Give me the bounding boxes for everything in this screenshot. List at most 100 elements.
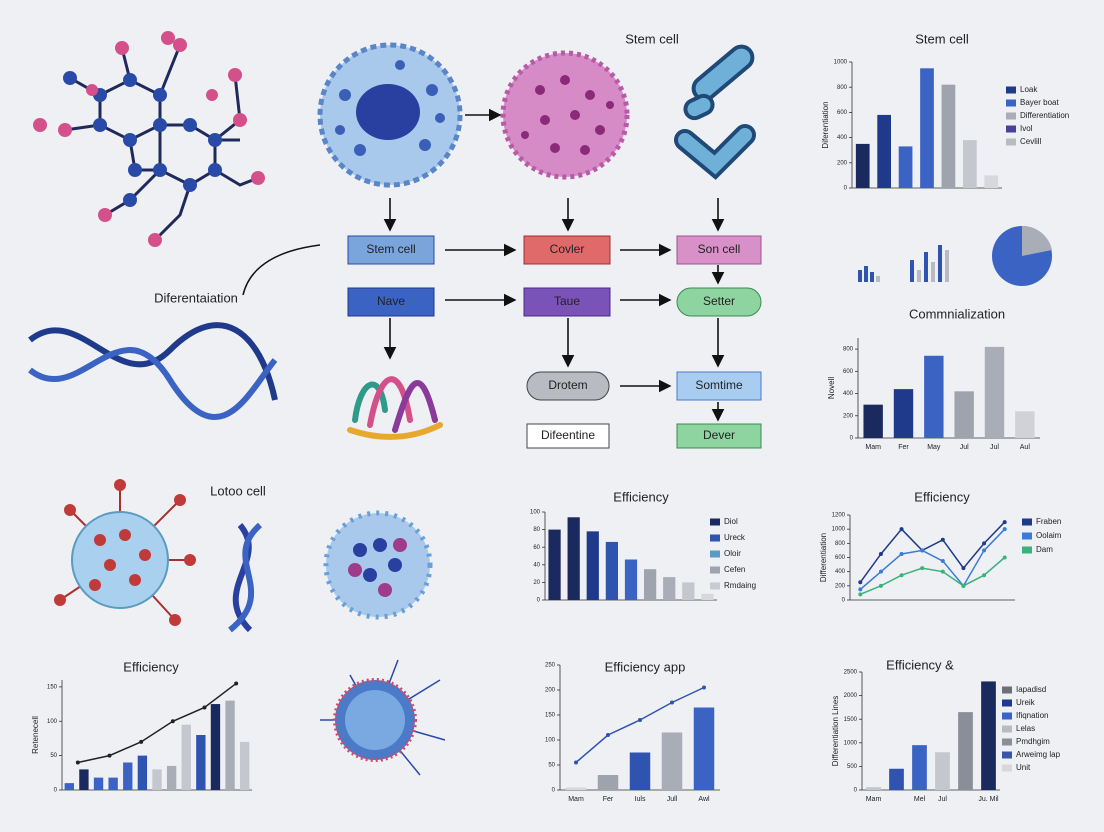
flow-node: [676, 371, 762, 401]
flowchart: Stem cell Covler Son cell Nave Taue Sett…: [347, 108, 762, 449]
y-axis-label: Novell: [827, 377, 836, 399]
bar: [548, 529, 561, 600]
flow-node: [523, 287, 611, 317]
legend-label: Ivol: [1020, 124, 1033, 133]
legend-label: Fraben: [1036, 517, 1061, 526]
y-tick-label: 250: [545, 663, 556, 669]
bar: [701, 593, 714, 600]
y-tick-label: 0: [844, 186, 848, 192]
legend-label: Pmdhgim: [1016, 737, 1050, 746]
node-label: Son cell: [698, 242, 741, 256]
bar: [567, 517, 580, 600]
bar: [240, 741, 250, 790]
y-tick-label: 400: [843, 391, 854, 397]
y-tick-label: 100: [545, 738, 556, 744]
bar: [981, 681, 996, 790]
bar: [863, 404, 883, 438]
y-tick-label: 1000: [832, 527, 846, 533]
flow-node: [347, 287, 435, 317]
line-point: [961, 566, 966, 571]
line-point: [202, 705, 207, 710]
y-tick-label: 0: [54, 788, 58, 794]
line-point: [702, 685, 706, 690]
legend-label: Rmdaing: [724, 581, 756, 590]
bar: [166, 765, 177, 790]
legend-label: Unit: [1016, 763, 1031, 772]
legend-swatch: [1002, 712, 1012, 720]
y-axis-label: Retenecell: [31, 716, 40, 754]
x-tick-label: Iuls: [635, 796, 646, 803]
y-tick-label: 0: [850, 436, 854, 442]
y-tick-label: 1500: [844, 717, 858, 723]
y-tick-label: 200: [837, 160, 848, 166]
chart-title: Efficiency &: [886, 657, 954, 672]
legend-label: Iapadisd: [1016, 685, 1046, 694]
legend-label: Ifiqnation: [1016, 711, 1048, 720]
y-tick-label: 0: [537, 598, 541, 604]
x-tick-label: Fer: [603, 796, 614, 803]
legend-swatch: [1002, 751, 1012, 759]
y-tick-label: 50: [50, 753, 57, 759]
bar: [984, 175, 999, 188]
bar: [924, 355, 944, 438]
bar: [210, 704, 221, 790]
y-tick-label: 600: [837, 110, 848, 116]
line-point: [1002, 520, 1007, 525]
line-point: [574, 760, 578, 765]
x-tick-label: Mam: [568, 796, 584, 803]
legend-swatch: [710, 566, 720, 574]
node-label: Covler: [550, 242, 585, 256]
line-point: [982, 548, 987, 553]
legend-swatch: [710, 550, 720, 558]
bar: [661, 732, 683, 790]
label: Lotoo cell: [210, 483, 266, 498]
line-point: [1002, 527, 1007, 532]
line-point: [940, 569, 945, 574]
bar: [93, 777, 104, 790]
legend-label: Loak: [1020, 85, 1038, 94]
line: [859, 528, 1006, 590]
y-tick-label: 50: [548, 763, 555, 769]
bar: [196, 735, 206, 790]
y-tick-label: 200: [835, 583, 846, 589]
virus-illustration: [54, 479, 446, 776]
line-point: [982, 541, 987, 546]
y-axis-label: Differentiation Lines: [831, 696, 840, 767]
bar: [898, 146, 913, 188]
line-point: [858, 580, 863, 585]
y-axis-label: Diferentiation: [821, 101, 830, 148]
line-point: [139, 739, 144, 744]
legend-label: Bayer boat: [1020, 98, 1059, 107]
line-point: [961, 583, 966, 588]
bar: [597, 775, 619, 790]
x-tick-label: Aul: [1020, 444, 1031, 451]
line-point: [899, 573, 904, 578]
protein-illustration: [347, 376, 443, 440]
bar: [152, 769, 162, 790]
legend-swatch: [1006, 86, 1016, 94]
line-point: [234, 681, 239, 686]
bar: [941, 84, 956, 188]
legend-swatch: [710, 518, 720, 526]
legend-swatch: [1006, 112, 1016, 120]
y-tick-label: 150: [545, 713, 556, 719]
bar: [137, 755, 148, 790]
dna-illustration: [28, 322, 278, 633]
legend-swatch: [1022, 546, 1032, 554]
legend-swatch: [1002, 699, 1012, 707]
flow-node: [676, 287, 762, 317]
legend-label: Arweimg lap: [1016, 750, 1061, 759]
y-tick-label: 0: [854, 788, 858, 794]
legend-label: Oolaim: [1036, 531, 1062, 540]
legend-swatch: [1002, 725, 1012, 733]
label: Diferentaiation: [154, 290, 238, 305]
y-axis-label: Differentiation: [819, 533, 828, 582]
x-tick-label: Jull: [667, 796, 678, 803]
bar: [586, 531, 599, 600]
legend-label: Ureik: [1016, 698, 1036, 707]
y-tick-label: 200: [843, 413, 854, 419]
chart-title: Commnialization: [909, 306, 1005, 321]
bar: [920, 68, 934, 188]
cell-illustration: [317, 42, 756, 188]
